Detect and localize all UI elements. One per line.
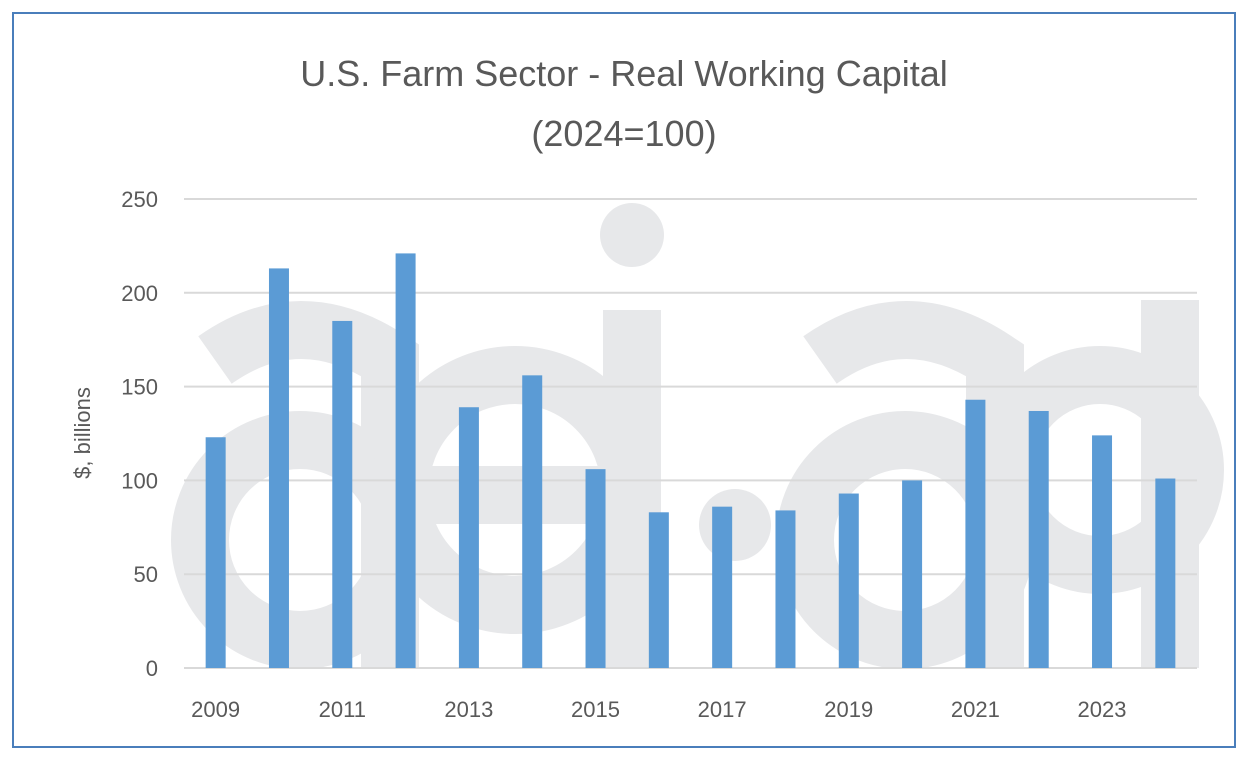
- x-tick-label: 2011: [319, 697, 366, 722]
- bar-2010: [268, 268, 289, 668]
- chart-title: U.S. Farm Sector - Real Working Capital: [300, 53, 948, 94]
- bar-2016: [648, 512, 669, 668]
- bar-2018: [775, 510, 796, 668]
- x-tick-label: 2009: [191, 697, 240, 722]
- bar-2011: [332, 320, 353, 668]
- bar-2020: [902, 480, 923, 668]
- y-tick-label: 250: [121, 187, 158, 212]
- x-tick-label: 2013: [444, 697, 493, 722]
- bar-2017: [712, 506, 733, 668]
- bar-2023: [1092, 435, 1113, 668]
- y-axis-label: $, billions: [70, 387, 95, 479]
- x-tick-label: 2023: [1078, 697, 1127, 722]
- bar-2019: [838, 493, 859, 668]
- x-tick-label: 2021: [951, 697, 1000, 722]
- y-tick-label: 100: [121, 468, 158, 493]
- bar-2015: [585, 469, 606, 668]
- x-tick-label: 2015: [571, 697, 620, 722]
- y-tick-label: 50: [134, 562, 158, 587]
- y-tick-label: 200: [121, 281, 158, 306]
- x-tick-label: 2017: [698, 697, 747, 722]
- bar-2024: [1155, 478, 1176, 668]
- y-tick-label: 0: [146, 656, 158, 681]
- bar-2022: [1028, 410, 1049, 668]
- bar-2012: [395, 253, 416, 669]
- x-tick-label: 2019: [824, 697, 873, 722]
- bar-2014: [522, 375, 543, 668]
- y-tick-label: 150: [121, 375, 158, 400]
- bar-2021: [965, 399, 986, 668]
- bar-2013: [458, 407, 479, 668]
- bar-2009: [205, 437, 226, 668]
- chart-subtitle: (2024=100): [531, 113, 716, 154]
